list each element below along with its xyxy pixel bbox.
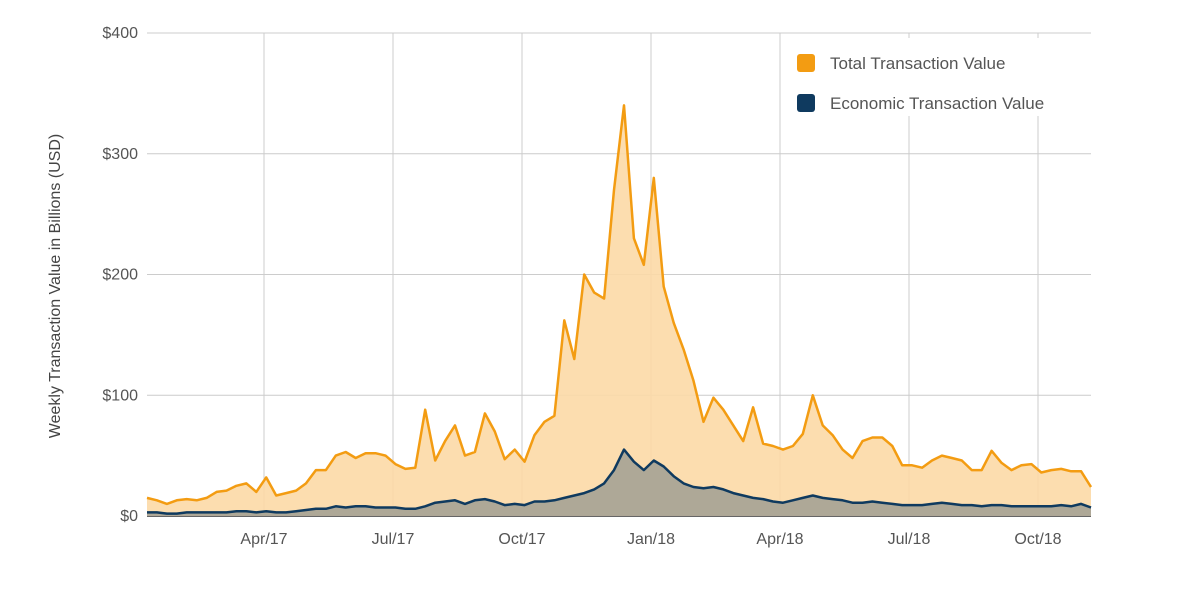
x-tick-label: Jan/18 [627, 531, 675, 548]
y-tick-label: $100 [102, 387, 138, 404]
x-tick-label: Oct/18 [1014, 531, 1061, 548]
x-tick-label: Jul/17 [372, 531, 415, 548]
legend-label: Total Transaction Value [830, 54, 1005, 73]
x-tick-label: Apr/17 [240, 531, 287, 548]
y-tick-label: $400 [102, 25, 138, 42]
legend: Total Transaction Value Economic Transact… [781, 38, 1086, 116]
x-tick-label: Oct/17 [498, 531, 545, 548]
series-area-total [147, 105, 1091, 517]
series-areas [146, 104, 1093, 517]
y-tick-label: $300 [102, 146, 138, 163]
y-axis-label: Weekly Transaction Value in Billions (US… [47, 134, 64, 438]
y-tick-label: $200 [102, 267, 138, 284]
legend-label: Economic Transaction Value [830, 94, 1044, 113]
series-area-economic [147, 449, 1091, 516]
series-line-economic [147, 448, 1092, 515]
legend-swatch [797, 54, 815, 72]
series-line-total [146, 104, 1093, 506]
x-tick-label: Apr/18 [756, 531, 803, 548]
axes: $0 $100 $200 $300 $400 Apr/17 Jul/17 Oct/17 Jan/… [102, 25, 1061, 548]
x-tick-label: Jul/18 [888, 531, 931, 548]
legend-background [781, 38, 1086, 116]
legend-swatch [797, 94, 815, 112]
y-tick-label: $0 [120, 508, 138, 525]
